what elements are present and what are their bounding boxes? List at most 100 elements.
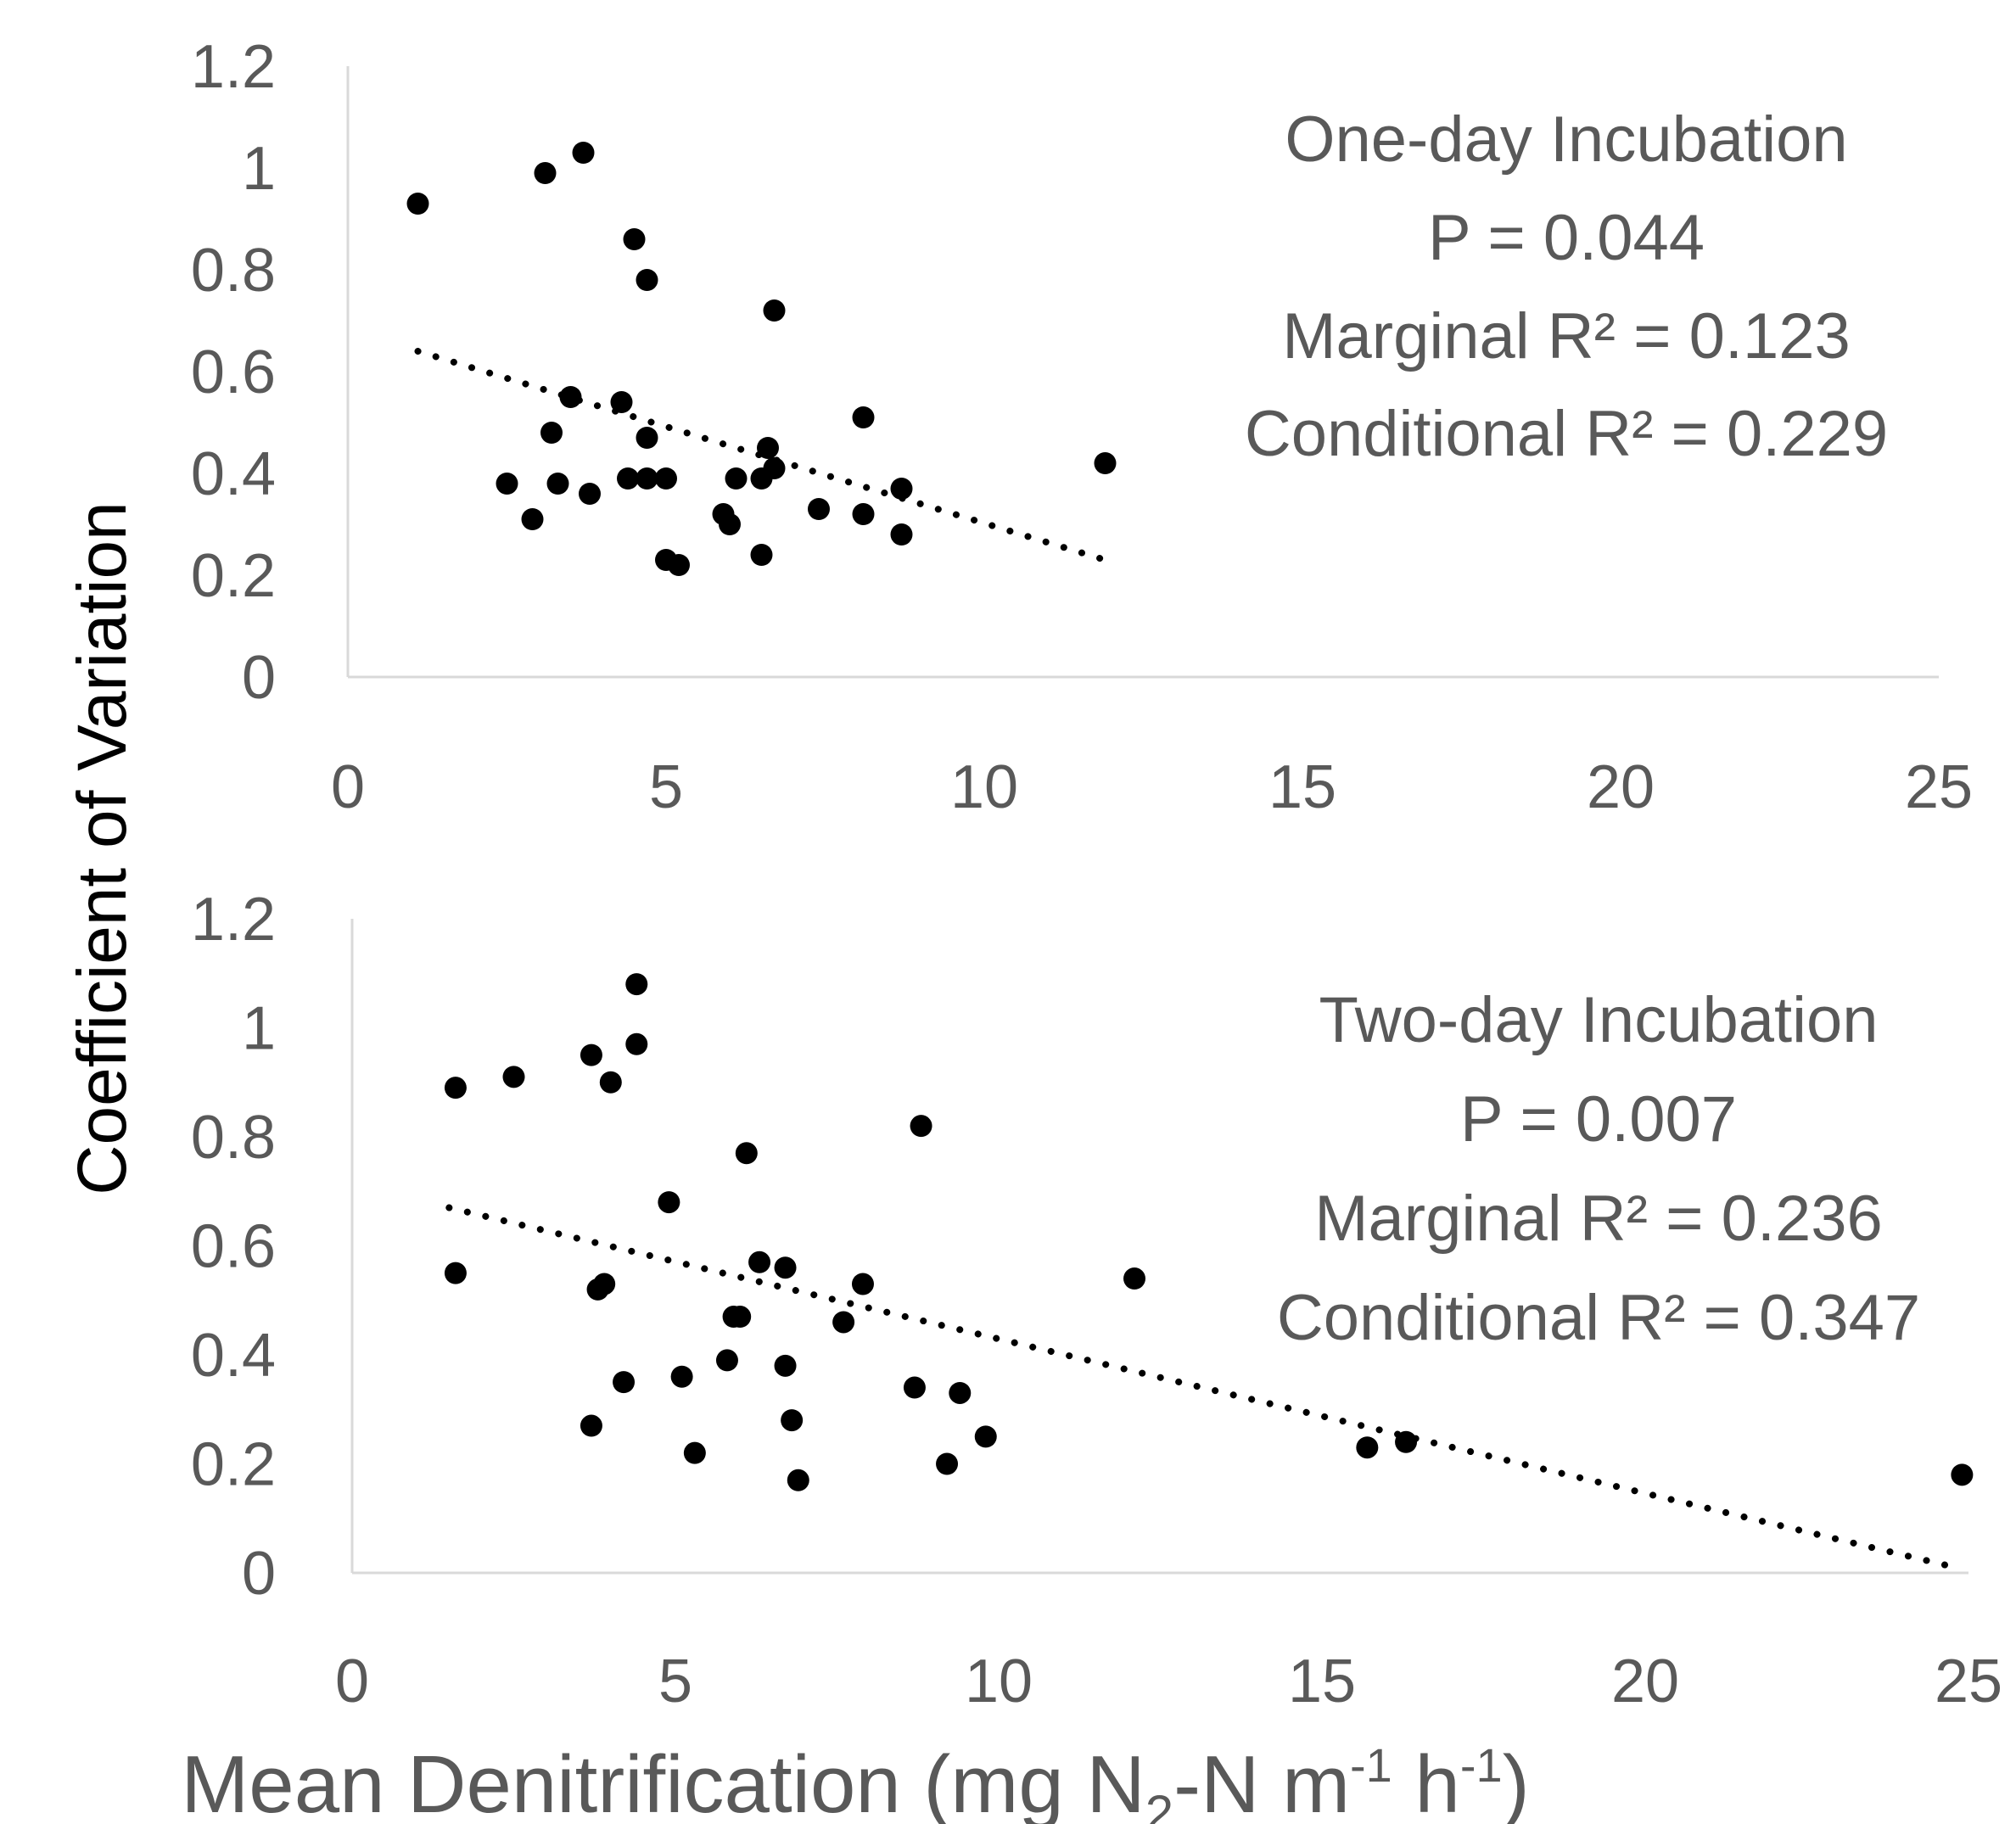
data-point [559, 386, 582, 408]
data-point [546, 473, 569, 495]
data-point [617, 467, 639, 490]
data-point [910, 1115, 932, 1138]
data-point [725, 467, 748, 490]
data-point [580, 1043, 602, 1066]
data-point [444, 1077, 467, 1099]
data-point [540, 422, 563, 444]
data-point [974, 1425, 997, 1448]
data-point [903, 1376, 926, 1399]
x-tick-label: 10 [950, 753, 1018, 821]
top-scatter-panel: 0 0.2 0.4 0.6 0.8 1 1.2 0 5 10 15 20 25 One-day Incub… [191, 33, 1973, 821]
data-point [406, 193, 429, 215]
data-point [757, 437, 779, 459]
data-point [774, 1354, 797, 1377]
y-tick-label: 0.4 [191, 440, 276, 508]
annotation-line: P = 0.044 [1428, 202, 1705, 274]
data-point [808, 498, 830, 520]
x-axis-title-main: Mean Denitrification (mg N [181, 1739, 1145, 1824]
annotation-line: Marginal R² = 0.236 [1314, 1183, 1883, 1255]
data-point [610, 391, 633, 413]
x-axis-title-superscript-1: -1 [1350, 1738, 1392, 1792]
data-point [750, 467, 773, 490]
x-tick-label: 10 [965, 1648, 1033, 1715]
y-tick-label: 0 [242, 644, 276, 712]
data-point [715, 1349, 738, 1372]
x-tick-label: 20 [1587, 753, 1655, 821]
y-tick-label: 1 [242, 995, 276, 1063]
x-tick-label: 0 [335, 1648, 369, 1715]
data-point [625, 1032, 648, 1055]
x-tick-label: 5 [658, 1648, 692, 1715]
data-point [1951, 1463, 1974, 1486]
data-point [502, 1066, 525, 1088]
data-point [668, 554, 690, 576]
y-tick-label: 0.4 [191, 1322, 276, 1390]
data-point [949, 1381, 972, 1404]
data-point [1356, 1436, 1379, 1459]
data-point [670, 1365, 693, 1388]
y-axis-title: Coefficient of Variation [64, 501, 141, 1195]
y-tick-label: 0.6 [191, 339, 276, 406]
data-point [625, 973, 648, 996]
data-point [579, 483, 601, 505]
data-point [593, 1273, 616, 1295]
data-point [748, 1251, 771, 1273]
x-axis-title: Mean Denitrification (mg N2-N m-1 h-1) [181, 1738, 1529, 1824]
annotation-line: P = 0.007 [1460, 1083, 1737, 1155]
x-tick-label: 15 [1288, 1648, 1356, 1715]
data-point [832, 1311, 855, 1334]
annotation-line: Marginal R² = 0.123 [1282, 300, 1851, 372]
data-point [781, 1409, 804, 1432]
annotation-line: Conditional R² = 0.347 [1277, 1282, 1920, 1354]
data-point [636, 467, 658, 490]
data-point [851, 1273, 874, 1295]
data-point [613, 1371, 636, 1394]
x-tick-label: 0 [331, 753, 365, 821]
data-point [655, 467, 677, 490]
x-axis-title-middle: -N m [1173, 1739, 1350, 1824]
data-point [735, 1142, 758, 1165]
y-tick-label: 0.8 [191, 237, 276, 305]
data-point [1123, 1267, 1146, 1290]
x-axis-title-end: ) [1503, 1739, 1530, 1824]
y-tick-label: 1.2 [191, 886, 276, 954]
data-point [787, 1469, 809, 1491]
x-axis-title-subscript: 2 [1145, 1785, 1173, 1824]
annotation-line: One-day Incubation [1285, 104, 1847, 176]
data-point [636, 269, 658, 291]
data-point [444, 1262, 467, 1284]
data-point [852, 503, 875, 525]
data-point [580, 1414, 602, 1437]
y-tick-label: 0.8 [191, 1104, 276, 1172]
x-tick-label: 5 [649, 753, 683, 821]
data-point [890, 478, 913, 500]
data-point [719, 513, 741, 535]
data-point [1094, 452, 1117, 474]
data-point [763, 299, 786, 322]
x-tick-label: 20 [1611, 1648, 1679, 1715]
data-point [623, 228, 646, 250]
x-tick-label: 25 [1935, 1648, 2002, 1715]
trendline [445, 1204, 1959, 1571]
data-point [852, 406, 875, 428]
y-tick-label: 0 [242, 1540, 276, 1608]
annotation-line: Conditional R² = 0.229 [1245, 398, 1888, 470]
y-tick-label: 0.6 [191, 1213, 276, 1281]
bottom-scatter-panel: 0 0.2 0.4 0.6 0.8 1 1.2 0 5 10 15 20 25 Two-day Incub… [191, 886, 2002, 1715]
data-point [658, 1191, 680, 1214]
y-tick-label: 0.2 [191, 542, 276, 610]
x-tick-label: 25 [1905, 753, 1973, 821]
x-tick-label: 15 [1268, 753, 1336, 821]
data-point [774, 1256, 797, 1279]
data-point [683, 1441, 706, 1464]
data-point [496, 473, 518, 495]
data-point [729, 1306, 752, 1329]
data-point [636, 427, 658, 449]
data-point [890, 523, 913, 546]
data-point [1395, 1430, 1418, 1453]
data-point [936, 1452, 959, 1475]
annotation-line: Two-day Incubation [1319, 984, 1878, 1056]
data-point [521, 508, 544, 530]
x-axis-title-middle-2: h [1392, 1739, 1460, 1824]
